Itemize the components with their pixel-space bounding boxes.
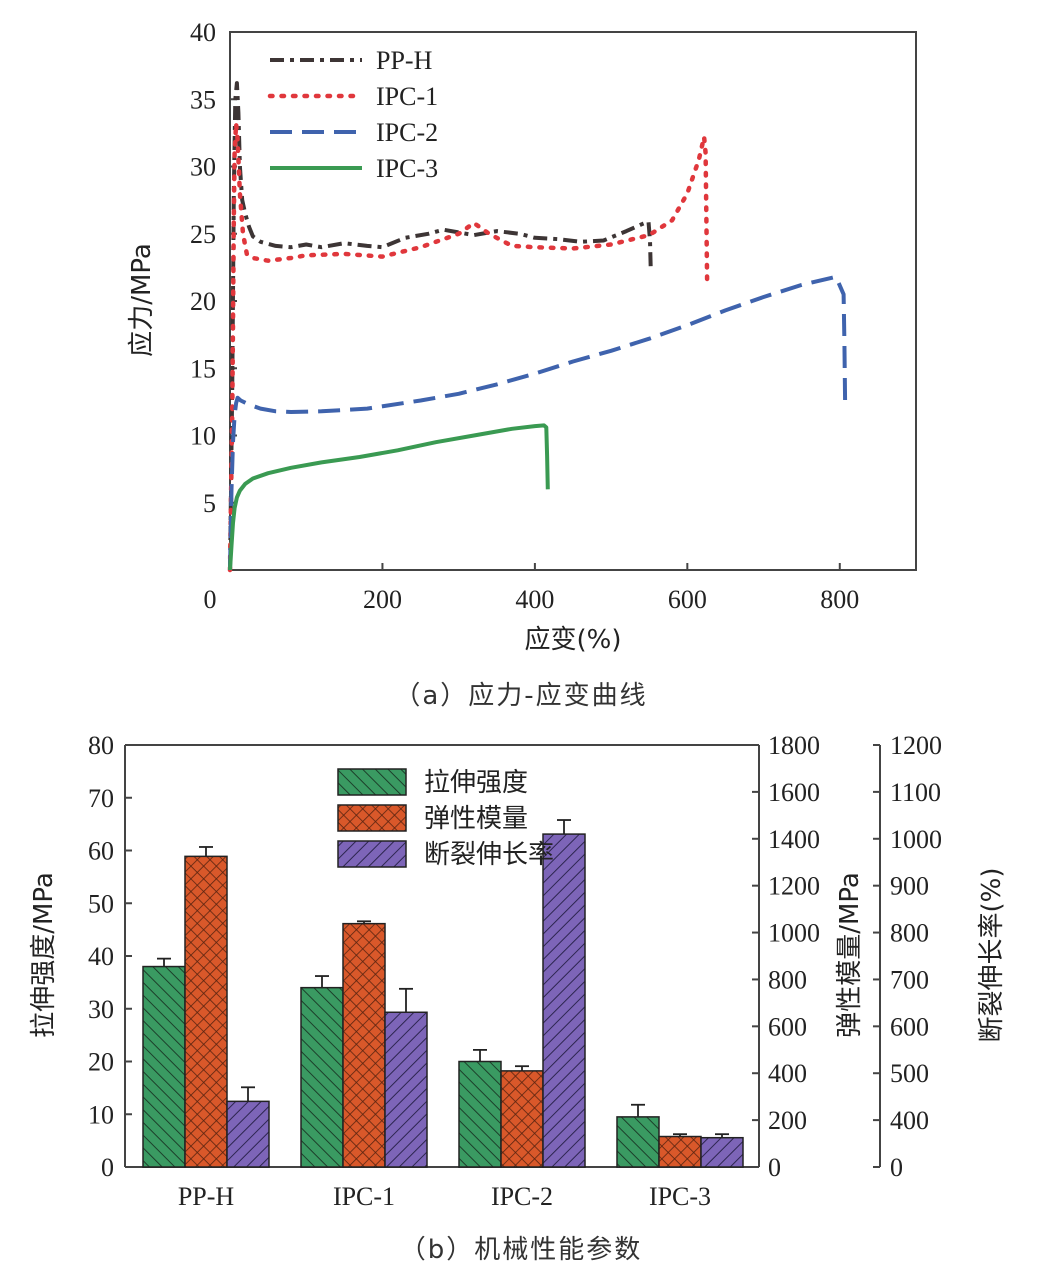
- right1-tick-label: 800: [768, 965, 807, 994]
- right1-axis-label: 弹性模量/MPa: [835, 872, 865, 1038]
- series-line-ipc-3: [228, 423, 550, 571]
- left-tick-label: 40: [88, 942, 114, 971]
- left-tick-label: 10: [88, 1100, 114, 1129]
- legend-swatch: [337, 768, 407, 796]
- category-label: IPC-3: [649, 1182, 711, 1211]
- right2-tick-label: 0: [890, 1153, 903, 1182]
- right2-tick-label: 900: [890, 872, 929, 901]
- category-label: IPC-2: [491, 1182, 553, 1211]
- plot-frame: [229, 31, 917, 571]
- left-axis-label: 拉伸强度/MPa: [29, 872, 59, 1038]
- right1-tick-label: 1800: [768, 731, 820, 760]
- bar-ipc-3-0: [616, 1116, 660, 1168]
- series-line-ipc-1: [227, 121, 710, 573]
- mechanical-properties-chart: 0102030405060708002004006008001000120014…: [29, 731, 1007, 1265]
- x-tick-label: 800: [820, 585, 859, 614]
- y-tick-label: 35: [190, 85, 216, 114]
- series-line-pp-h: [228, 81, 653, 571]
- legend-label: 弹性模量: [424, 804, 528, 834]
- bar-ipc-3-1: [658, 1135, 702, 1168]
- y-tick-label: 40: [190, 18, 216, 47]
- right2-tick-label: 400: [890, 1106, 929, 1135]
- y-tick-label: 15: [190, 354, 216, 383]
- legend-swatch: [337, 804, 407, 832]
- right2-tick-label: 700: [890, 965, 929, 994]
- right1-tick-label: 600: [768, 1012, 807, 1041]
- bar-pp-h-1: [184, 855, 228, 1168]
- left-tick-label: 20: [88, 1048, 114, 1077]
- legend-label: IPC-1: [376, 82, 438, 111]
- bar-axes: 0102030405060708002004006008001000120014…: [88, 731, 942, 1182]
- x-tick-label: 0: [204, 585, 217, 614]
- bar-pp-h-0: [142, 965, 186, 1168]
- legend-swatch: [337, 840, 407, 868]
- left-tick-label: 50: [88, 889, 114, 918]
- bar-ipc-1-0: [300, 986, 344, 1168]
- bar-ipc-1-2: [384, 1011, 428, 1168]
- x-axis: 0 200 400 600 800: [204, 563, 859, 614]
- right2-tick-label: 1000: [890, 825, 942, 854]
- right1-tick-label: 1400: [768, 825, 820, 854]
- bar-ipc-2-2: [542, 833, 586, 1168]
- category-label: IPC-1: [333, 1182, 395, 1211]
- left-tick-label: 30: [88, 995, 114, 1024]
- right2-tick-label: 1200: [890, 731, 942, 760]
- legend: PP-H IPC-1 IPC-2 IPC-3: [267, 46, 438, 183]
- y-tick-label: 10: [190, 422, 216, 451]
- y-tick-label: 30: [190, 153, 216, 182]
- legend-label: IPC-3: [376, 154, 438, 183]
- x-tick-label: 600: [668, 585, 707, 614]
- y-tick-label: 5: [203, 489, 216, 518]
- left-tick-label: 0: [101, 1153, 114, 1182]
- bar-ipc-2-0: [458, 1060, 502, 1168]
- series-group: [227, 81, 848, 573]
- y-tick-label: 20: [190, 287, 216, 316]
- left-tick-label: 80: [88, 731, 114, 760]
- right2-tick-label: 1100: [890, 778, 941, 807]
- left-tick-label: 60: [88, 837, 114, 866]
- legend-label: 拉伸强度: [424, 768, 528, 798]
- y-axis: 5 10 15 20 25 30 35 40: [190, 18, 237, 518]
- legend-label: PP-H: [376, 46, 433, 75]
- bar-ipc-3-2: [700, 1136, 744, 1168]
- right1-tick-label: 0: [768, 1153, 781, 1182]
- caption-a: （a）应力-应变曲线: [394, 681, 647, 711]
- category-label: PP-H: [178, 1182, 235, 1211]
- y-axis-label: 应力/MPa: [127, 243, 157, 357]
- legend-label: 断裂伸长率: [424, 840, 554, 870]
- right1-tick-label: 400: [768, 1059, 807, 1088]
- right2-tick-label: 800: [890, 919, 929, 948]
- right1-tick-label: 200: [768, 1106, 807, 1135]
- bar-ipc-2-1: [500, 1070, 544, 1168]
- right1-tick-label: 1200: [768, 872, 820, 901]
- bar-group: PP-H IPC-1 IPC-2 IPC-3: [142, 819, 744, 1211]
- x-tick-label: 200: [363, 585, 402, 614]
- right2-tick-label: 600: [890, 1012, 929, 1041]
- right2-tick-label: 500: [890, 1059, 929, 1088]
- right1-tick-label: 1600: [768, 778, 820, 807]
- bar-pp-h-2: [226, 1100, 270, 1168]
- caption-b: （b）机械性能参数: [400, 1235, 643, 1265]
- y-tick-label: 25: [190, 220, 216, 249]
- series-line-ipc-2: [228, 274, 848, 571]
- right2-axis-label: 断裂伸长率(%): [977, 868, 1007, 1043]
- left-tick-label: 70: [88, 784, 114, 813]
- right1-tick-label: 1000: [768, 919, 820, 948]
- x-axis-label: 应变(%): [525, 625, 622, 655]
- bar-ipc-1-1: [342, 922, 386, 1168]
- legend-label: IPC-2: [376, 118, 438, 147]
- stress-strain-chart: 5 10 15 20 25 30 35 40 0 200 400 600 800 应力/MPa 应变(…: [127, 18, 917, 711]
- x-tick-label: 400: [515, 585, 554, 614]
